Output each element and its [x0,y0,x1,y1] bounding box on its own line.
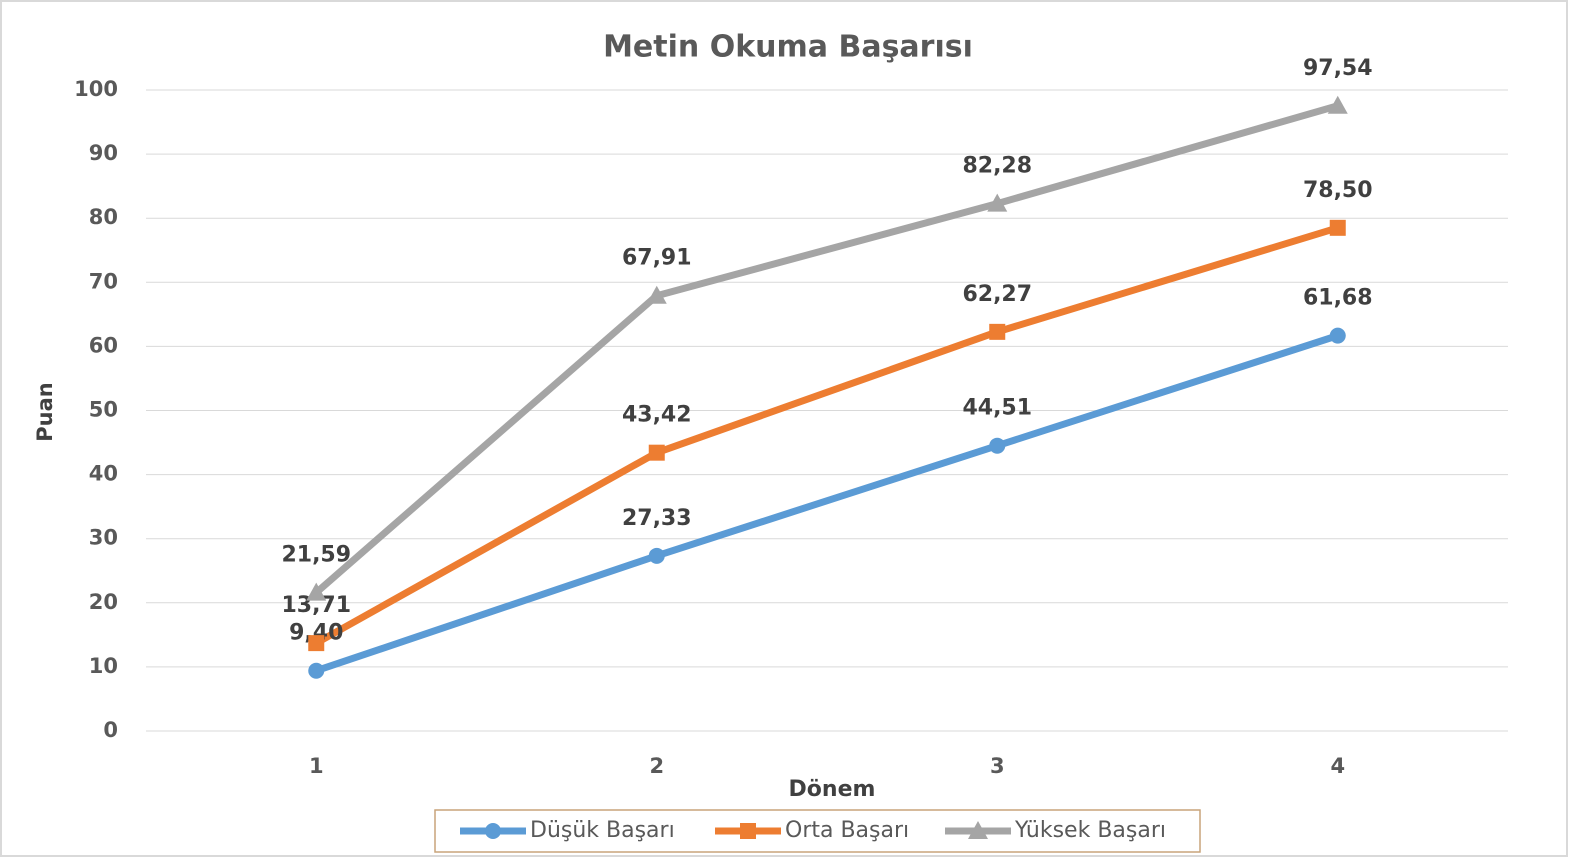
legend-box [434,809,1201,853]
x-tick-label: 4 [1330,754,1345,778]
y-tick-label: 10 [89,654,118,678]
data-point [987,193,1008,212]
y-axis-label: Puan [33,382,57,441]
series-line [313,102,1339,596]
y-tick-label: 40 [89,462,118,486]
data-label: 67,91 [622,246,692,271]
data-label: 97,54 [1303,56,1373,81]
data-point [308,662,325,679]
y-tick-label: 80 [89,205,118,229]
y-tick-label: 20 [89,590,118,614]
x-tick-label: 3 [990,754,1005,778]
data-point [308,635,325,652]
data-label: 62,27 [962,282,1032,307]
data-label: 78,50 [1303,178,1373,203]
y-tick-label: 0 [103,718,118,742]
legend-label: Yüksek Başarı [1014,818,1166,843]
data-point [646,285,667,304]
data-label: 43,42 [622,403,692,428]
legend-label: Orta Başarı [785,818,909,843]
data-point [1329,219,1346,236]
y-tick-label: 100 [74,77,118,101]
x-tick-label: 1 [309,754,324,778]
data-point [648,444,665,461]
series-line [315,332,1339,675]
y-tick-label: 70 [89,269,118,293]
legend-marker [740,823,756,839]
data-label: 21,59 [281,543,351,568]
data-point [648,547,665,564]
y-tick-label: 90 [89,141,118,165]
data-point [989,437,1006,454]
data-point [1329,327,1346,344]
x-tick-label: 2 [649,754,664,778]
data-point [1327,95,1348,114]
data-point [306,582,327,601]
y-tick-label: 30 [89,526,118,550]
legend-marker [968,821,988,839]
x-axis-label: Dönem [789,777,876,802]
legend-marker [485,823,501,839]
y-tick-label: 60 [89,333,118,357]
data-label: 27,33 [622,506,692,531]
data-label: 44,51 [962,396,1032,421]
data-label: 82,28 [962,154,1032,179]
y-tick-label: 50 [89,398,118,422]
data-point [989,323,1006,340]
data-label: 61,68 [1303,286,1373,311]
chart-title: Metin Okuma Başarısı [603,30,973,65]
series-line [314,224,1339,647]
legend-label: Düşük Başarı [530,818,675,843]
